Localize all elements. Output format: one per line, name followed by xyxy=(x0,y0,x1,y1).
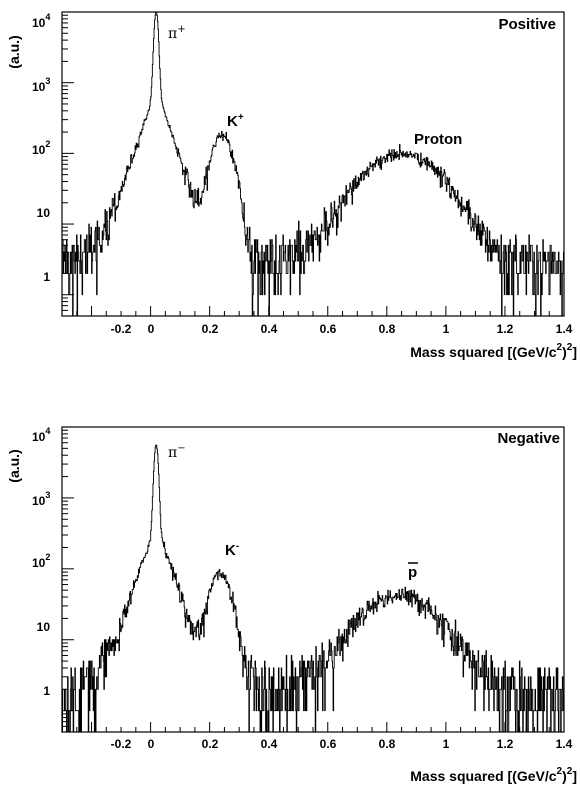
y-tick-labels: 1 10 102 103 104 xyxy=(32,12,50,284)
chart-positive: -0.2 0 0.2 0.4 0.6 0.8 1 1.2 1.4 1 10 10… xyxy=(6,11,577,360)
x-tick-label: 0 xyxy=(148,322,155,336)
y-axis-label: (a.u.) xyxy=(6,449,22,482)
x-tick-label: 0.6 xyxy=(320,322,337,336)
x-tick-label: -0.2 xyxy=(111,322,132,336)
x-axis-label: Mass squared [(GeV/c2)2] xyxy=(410,342,577,360)
x-tick-label: 1.4 xyxy=(556,322,573,336)
histogram-positive xyxy=(62,11,564,317)
peak-label-proton: Proton xyxy=(414,131,462,148)
y-tick-label: 103 xyxy=(32,76,50,94)
y-tick-label: 10 xyxy=(37,620,51,634)
y-axis-label: (a.u.) xyxy=(6,35,22,68)
y-tick-labels: 1 10 102 103 104 xyxy=(32,426,50,698)
peak-label-kaon: K- xyxy=(225,541,239,559)
axis-ticks xyxy=(61,429,565,733)
antiproton-label: p xyxy=(408,564,417,581)
peak-label-pion: π− xyxy=(168,443,186,461)
x-tick-label: 0.2 xyxy=(202,322,219,336)
y-tick-label: 102 xyxy=(32,139,50,157)
x-tick-label: 1 xyxy=(443,737,450,751)
y-tick-label: 104 xyxy=(32,12,50,30)
histogram-negative xyxy=(62,444,564,733)
panel-label: Negative xyxy=(497,430,560,447)
x-tick-label: 0.8 xyxy=(379,737,396,751)
y-tick-label: 1 xyxy=(43,270,50,284)
x-tick-label: 0.4 xyxy=(261,737,278,751)
x-tick-labels: -0.2 0 0.2 0.4 0.6 0.8 1 1.2 1.4 xyxy=(111,737,573,751)
y-tick-label: 103 xyxy=(32,490,50,508)
x-axis-label: Mass squared [(GeV/c2)2] xyxy=(410,766,577,784)
panel-label: Positive xyxy=(498,16,556,33)
x-tick-labels: -0.2 0 0.2 0.4 0.6 0.8 1 1.2 1.4 xyxy=(111,322,573,336)
y-tick-label: 1 xyxy=(43,684,50,698)
x-tick-label: -0.2 xyxy=(111,737,132,751)
x-tick-label: 0.6 xyxy=(320,737,337,751)
plot-frame xyxy=(61,11,565,317)
peak-label-antiproton: p xyxy=(408,562,418,581)
chart-negative: -0.2 0 0.2 0.4 0.6 0.8 1 1.2 1.4 1 10 10… xyxy=(6,426,577,784)
x-tick-label: 0 xyxy=(148,737,155,751)
peak-label-pion: π+ xyxy=(168,24,186,42)
x-tick-label: 0.4 xyxy=(261,322,278,336)
peak-label-kaon: K+ xyxy=(227,112,244,130)
x-tick-label: 1.4 xyxy=(556,737,573,751)
axis-ticks xyxy=(61,14,565,317)
x-tick-label: 1.2 xyxy=(497,322,514,336)
x-tick-label: 1 xyxy=(443,322,450,336)
x-tick-label: 1.2 xyxy=(497,737,514,751)
x-tick-label: 0.8 xyxy=(379,322,396,336)
y-tick-label: 102 xyxy=(32,552,50,570)
y-tick-label: 10 xyxy=(37,206,51,220)
x-tick-label: 0.2 xyxy=(202,737,219,751)
y-tick-label: 104 xyxy=(32,426,50,444)
